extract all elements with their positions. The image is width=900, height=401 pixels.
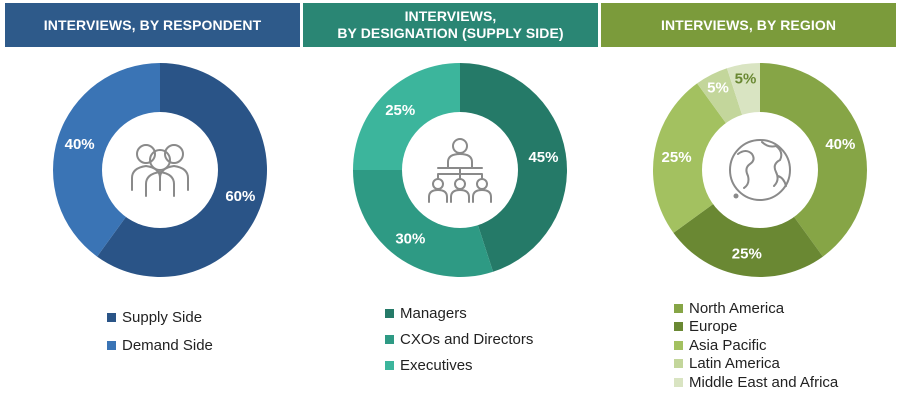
legend-item: Supply Side (107, 303, 213, 331)
chart-legend: Supply Side Demand Side (107, 303, 213, 359)
legend-swatch (674, 340, 683, 350)
data-label: 5% (707, 80, 729, 97)
legend-swatch (385, 308, 394, 318)
legend-label: Managers (400, 304, 467, 322)
data-label: 40% (65, 136, 95, 153)
legend-item: Executives (385, 352, 533, 378)
legend-item: Asia Pacific (674, 336, 838, 355)
legend-swatch (674, 377, 683, 387)
legend-item: Middle East and Africa (674, 373, 838, 392)
legend-label: Europe (689, 318, 738, 336)
chart-title: INTERVIEWS, BY REGION (601, 3, 896, 47)
donut-chart: 40% 25% 25% 5% 5% (653, 63, 867, 277)
legend-swatch (674, 322, 683, 332)
globe-icon (729, 139, 791, 201)
legend-item: CXOs and Directors (385, 326, 533, 352)
legend-item: Managers (385, 300, 533, 326)
chart-title: INTERVIEWS, BY DESIGNATION (SUPPLY SIDE) (303, 3, 598, 47)
data-label: 45% (528, 149, 558, 166)
chart-panel-respondent: INTERVIEWS, BY RESPONDENT 60% 40% Supply … (5, 0, 300, 401)
legend-label: Supply Side (122, 308, 203, 326)
legend-item: Demand Side (107, 331, 213, 359)
donut-hole (702, 112, 818, 228)
chart-legend: Managers CXOs and Directors Executives (385, 300, 533, 378)
legend-label: Asia Pacific (689, 336, 767, 354)
legend-swatch (107, 340, 116, 350)
donut-chart: 45% 30% 25% (353, 63, 567, 277)
data-label: 25% (385, 102, 415, 119)
legend-item: Latin America (674, 355, 838, 374)
donut-chart: 60% 40% (53, 63, 267, 277)
data-label: 5% (735, 71, 757, 88)
data-label: 25% (732, 245, 762, 262)
chart-title-line: INTERVIEWS, BY REGION (660, 16, 837, 33)
chart-legend: North America Europe Asia Pacific Latin Ame… (674, 299, 838, 392)
chart-title-line: INTERVIEWS, BY RESPONDENT (43, 16, 262, 33)
data-label: 40% (825, 136, 855, 153)
legend-swatch (674, 303, 683, 313)
legend-label: Latin America (689, 355, 780, 373)
legend-swatch (674, 359, 683, 369)
legend-label: Executives (400, 356, 473, 374)
data-label: 60% (225, 188, 255, 205)
chart-title-line: INTERVIEWS, (404, 8, 497, 24)
legend-item: North America (674, 299, 838, 318)
legend-label: North America (689, 299, 785, 317)
data-label: 30% (395, 230, 425, 247)
people-group-icon (131, 144, 189, 197)
data-label: 25% (662, 149, 692, 166)
legend-label: Demand Side (122, 336, 213, 354)
legend-label: CXOs and Directors (400, 330, 534, 348)
org-chart-icon (428, 138, 492, 203)
legend-swatch (385, 360, 394, 370)
legend-item: Europe (674, 318, 838, 337)
legend-swatch (385, 334, 394, 344)
legend-swatch (107, 312, 116, 322)
chart-title: INTERVIEWS, BY RESPONDENT (5, 3, 300, 47)
legend-label: Middle East and Africa (689, 373, 839, 391)
chart-panel-designation: INTERVIEWS, BY DESIGNATION (SUPPLY SIDE) … (303, 0, 598, 401)
chart-title-line: BY DESIGNATION (SUPPLY SIDE) (337, 25, 564, 41)
chart-panel-region: INTERVIEWS, BY REGION 40% 25% 25% 5% 5% Nort… (601, 0, 896, 401)
